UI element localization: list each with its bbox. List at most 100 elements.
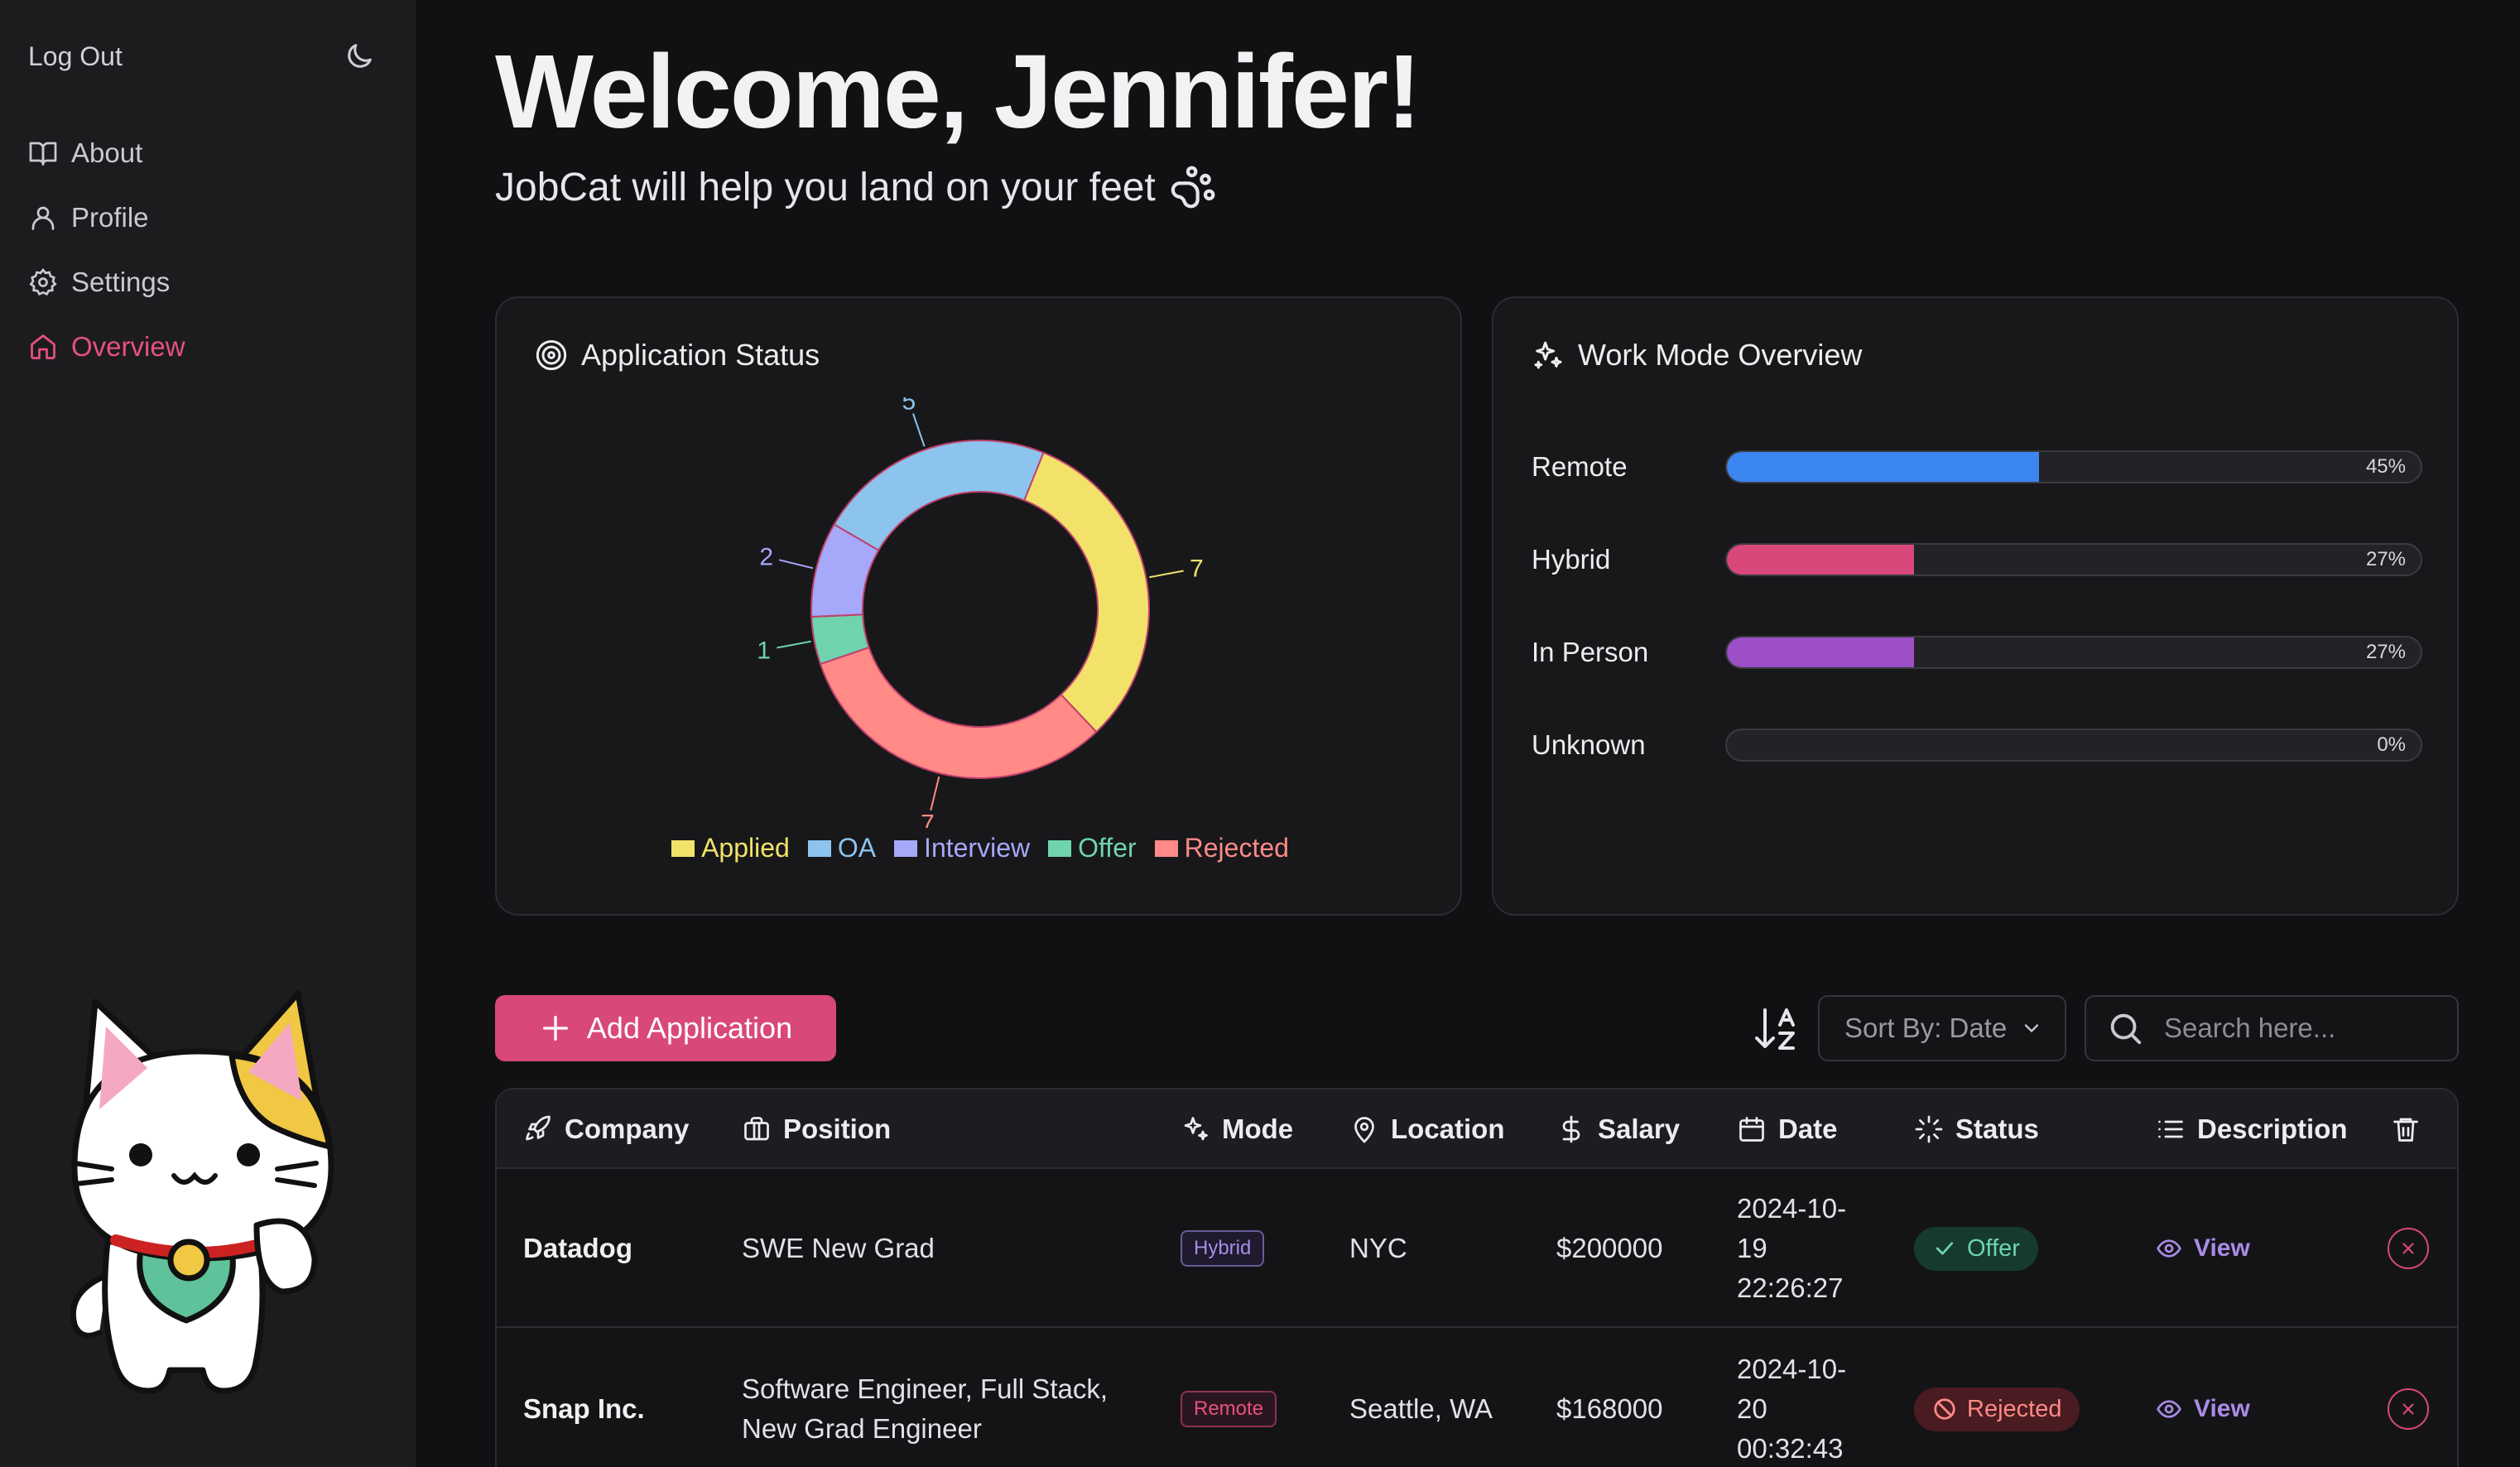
cell-mode: Remote (1181, 1330, 1277, 1467)
sidebar-item-settings[interactable]: Settings (28, 250, 185, 315)
sidebar-item-profile[interactable]: Profile (28, 185, 185, 250)
column-header-label: Status (1955, 1113, 2039, 1144)
card-title-text: Application Status (581, 338, 820, 372)
moon-icon[interactable] (343, 40, 376, 73)
target-icon (536, 339, 567, 371)
data-label: 1 (757, 637, 771, 665)
column-header-location[interactable]: Location (1349, 1089, 1505, 1169)
cell-remove (2388, 1330, 2429, 1467)
sidebar-item-label: Profile (71, 202, 149, 233)
cell-mode: Hybrid (1181, 1169, 1265, 1328)
column-header-mode[interactable]: Mode (1181, 1089, 1293, 1169)
data-label-leader (912, 413, 926, 447)
legend-label: Interview (924, 833, 1031, 863)
list-icon (2158, 1120, 2183, 1138)
sidebar-item-label: About (71, 137, 143, 168)
donut-slice-rejected[interactable] (819, 646, 1098, 779)
column-header-label: Salary (1598, 1113, 1681, 1144)
legend-item-applied[interactable]: Applied (671, 833, 790, 863)
lucky-cat-mascot (70, 990, 334, 1394)
work-mode-overview-card: Work Mode Overview Remote 45% Hybrid 27%… (1492, 296, 2459, 916)
data-label: 2 (759, 543, 773, 570)
column-header-company[interactable]: Company (523, 1089, 689, 1169)
sidebar-item-about[interactable]: About (28, 121, 185, 185)
column-header-status[interactable]: Status (1914, 1089, 2039, 1169)
page-title: Welcome, Jennifer! (495, 33, 1421, 150)
position-line: New Grad Engineer (742, 1413, 982, 1444)
add-application-button[interactable]: Add Application (495, 995, 836, 1061)
mode-badge: Remote (1181, 1391, 1277, 1427)
logout-button[interactable]: Log Out (28, 41, 123, 71)
view-description-link[interactable]: View (2156, 1395, 2250, 1423)
work-mode-row-hybrid: Hybrid 27% (1532, 541, 2422, 578)
data-label: 5 (902, 397, 916, 415)
donut-slice-applied[interactable] (1022, 451, 1150, 734)
cell-location: NYC (1349, 1233, 1407, 1263)
book-open-icon (29, 142, 57, 166)
sort-by-label: Sort By: Date (1844, 1012, 2008, 1043)
status-badge[interactable]: Rejected (1914, 1387, 2080, 1431)
legend-swatch (1154, 839, 1178, 857)
dollar-sign-icon (1562, 1115, 1580, 1143)
remove-row-button[interactable] (2388, 1388, 2429, 1430)
search-input[interactable] (2164, 1012, 2429, 1044)
chevron-down-icon (2025, 1024, 2039, 1033)
legend-label: Applied (701, 833, 790, 863)
card-title: Application Status (535, 338, 820, 373)
work-mode-label: Remote (1532, 451, 1628, 482)
gear-icon (29, 267, 57, 296)
column-header-label: Location (1391, 1113, 1505, 1144)
sidebar-item-overview[interactable]: Overview (28, 315, 185, 379)
sort-by-dropdown[interactable]: Sort By: Date (1818, 995, 2066, 1061)
progress-fill (1727, 637, 1915, 667)
status-badge[interactable]: Offer (1914, 1226, 2038, 1271)
x-icon (2402, 1403, 2414, 1415)
progress-bar: 27% (1725, 543, 2422, 576)
rocket-icon (526, 1115, 551, 1141)
view-description-link[interactable]: View (2156, 1234, 2250, 1263)
x-icon (2402, 1243, 2414, 1254)
application-status-card: Application Status 7 7 1 2 5 Applied OA Interv… (495, 296, 1462, 916)
search-box[interactable] (2085, 995, 2459, 1061)
legend-item-interview[interactable]: Interview (894, 833, 1030, 863)
progress-percent: 0% (2377, 734, 2406, 756)
column-header-salary[interactable]: Salary (1556, 1089, 1680, 1169)
legend-item-rejected[interactable]: Rejected (1154, 833, 1289, 863)
user-icon (31, 206, 55, 230)
legend-swatch (671, 839, 695, 857)
legend-item-oa[interactable]: OA (807, 833, 876, 863)
cell-company: Snap Inc. (523, 1393, 645, 1424)
status-label: Offer (1967, 1234, 2020, 1262)
cell-date: 2024-10- 20 00:32:43 (1737, 1330, 1846, 1467)
sidebar-nav: About Profile Settings Overview (28, 121, 185, 379)
applications-table: Company Position Mode Location Salary Da… (495, 1088, 2459, 1467)
loader-icon (1915, 1115, 1943, 1143)
column-header-position[interactable]: Position (742, 1089, 891, 1169)
sidebar-item-label: Overview (71, 331, 185, 362)
column-header-description[interactable]: Description (2156, 1089, 2348, 1169)
date-line: 2024-10- (1737, 1354, 1847, 1384)
donut-slice-oa[interactable] (833, 440, 1045, 551)
legend-item-offer[interactable]: Offer (1048, 833, 1137, 863)
plus-icon (542, 1016, 568, 1041)
cell-salary: $200000 (1556, 1233, 1663, 1263)
table-row[interactable]: Datadog SWE New Grad Hybrid NYC $200000 … (497, 1169, 2457, 1328)
progress-fill (1727, 452, 2040, 482)
card-title-text: Work Mode Overview (1578, 338, 1863, 372)
search-icon (2110, 1013, 2142, 1045)
date-line: 19 (1737, 1233, 1767, 1263)
data-label-leader (777, 640, 811, 649)
eye-icon (2157, 1400, 2181, 1418)
sidebar-item-label: Settings (71, 267, 171, 297)
data-label: 7 (921, 810, 935, 828)
status-label: Rejected (1967, 1395, 2062, 1422)
cell-status: Rejected (1914, 1330, 2080, 1467)
eye-icon (2157, 1239, 2181, 1258)
mode-badge: Hybrid (1181, 1230, 1265, 1267)
sort-az-icon[interactable] (1753, 1003, 1800, 1053)
work-mode-row-remote: Remote 45% (1532, 449, 2422, 485)
table-row[interactable]: Snap Inc. Software Engineer, Full Stack,… (497, 1330, 2457, 1467)
remove-row-button[interactable] (2388, 1228, 2429, 1269)
column-header-date[interactable]: Date (1737, 1089, 1838, 1169)
delete-all-button[interactable] (2391, 1089, 2432, 1169)
